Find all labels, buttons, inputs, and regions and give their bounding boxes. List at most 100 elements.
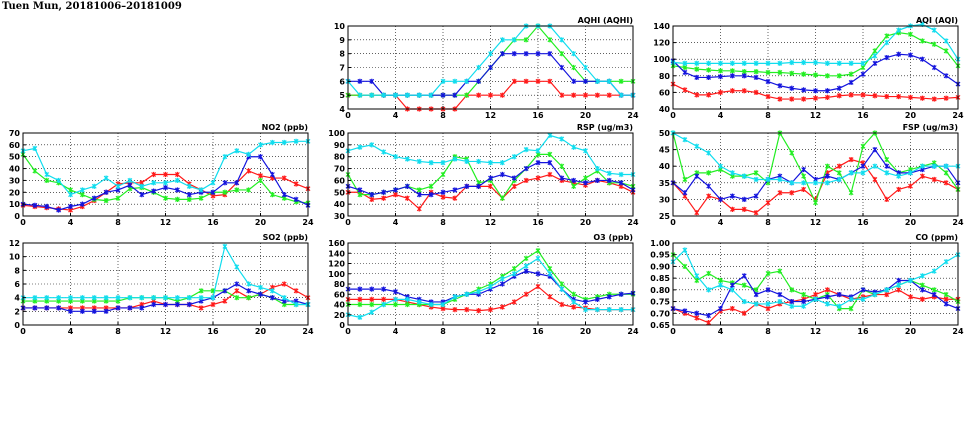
data-point — [860, 60, 866, 66]
data-point — [824, 294, 830, 300]
data-point — [765, 60, 771, 66]
y-tick-label: 50 — [9, 153, 21, 162]
data-point — [246, 168, 252, 174]
y-tick-label: 10 — [334, 22, 346, 31]
y-tick-label: 4 — [339, 105, 345, 114]
y-tick-label: 30 — [659, 195, 671, 204]
data-point — [943, 163, 949, 169]
x-tick-label: 24 — [302, 327, 314, 336]
y-tick-label: 10 — [9, 200, 21, 209]
data-point — [488, 183, 493, 189]
data-point — [258, 291, 263, 297]
data-point — [919, 287, 925, 293]
data-point — [404, 92, 410, 98]
data-point — [884, 291, 890, 298]
y-tick-label: 100 — [328, 129, 345, 138]
page-title: Tuen Mun, 20181006–20181009 — [2, 1, 182, 12]
data-point — [234, 180, 240, 186]
data-point — [753, 69, 759, 75]
data-point — [753, 193, 759, 199]
data-point — [440, 78, 446, 84]
data-point — [440, 160, 446, 166]
data-point — [476, 158, 482, 165]
data-point — [789, 303, 795, 309]
data-point — [765, 301, 771, 307]
data-point — [571, 177, 577, 184]
data-point — [919, 282, 925, 288]
x-tick-label: 20 — [905, 111, 917, 120]
data-point — [511, 266, 517, 272]
data-point — [801, 96, 807, 102]
data-point — [281, 192, 287, 198]
data-point — [535, 148, 541, 154]
data-point — [369, 196, 375, 202]
data-point — [571, 304, 577, 310]
data-point — [523, 165, 529, 172]
data-point — [523, 255, 529, 261]
data-point — [559, 64, 565, 71]
x-tick-label: 16 — [532, 218, 544, 227]
data-point — [139, 305, 145, 311]
data-point — [499, 304, 505, 310]
data-point — [151, 180, 157, 186]
y-tick-label: 120 — [328, 260, 345, 269]
x-tick-label: 4 — [393, 327, 399, 336]
data-point — [931, 291, 937, 298]
data-point — [931, 27, 937, 33]
x-tick-label: 12 — [810, 111, 821, 120]
data-point — [765, 69, 771, 76]
x-tick-label: 24 — [627, 327, 639, 336]
data-point — [523, 37, 529, 43]
x-tick-label: 20 — [580, 111, 592, 120]
data-point — [198, 288, 204, 294]
y-tick-label: 6 — [14, 280, 20, 289]
x-tick-label: 0 — [20, 218, 26, 227]
data-point — [884, 40, 890, 46]
data-point — [523, 177, 529, 184]
data-point — [222, 298, 228, 304]
data-point — [547, 171, 553, 178]
data-point — [753, 176, 759, 183]
data-point — [127, 305, 133, 311]
data-point — [919, 95, 925, 101]
y-tick-label: 140 — [653, 22, 670, 31]
y-tick-label: 4 — [14, 294, 20, 303]
data-point — [706, 287, 712, 293]
data-point — [103, 175, 109, 181]
data-point — [535, 160, 541, 166]
data-point — [813, 291, 818, 298]
data-point — [884, 287, 890, 293]
y-tick-label: 40 — [659, 162, 671, 171]
x-tick-label: 24 — [627, 111, 639, 120]
data-point — [824, 88, 830, 94]
x-tick-label: 16 — [532, 111, 544, 120]
x-tick-label: 0 — [20, 327, 26, 336]
x-tick-label: 8 — [115, 218, 121, 227]
data-point — [452, 307, 458, 313]
data-point — [258, 142, 263, 148]
data-point — [594, 92, 600, 98]
data-point — [682, 87, 688, 93]
data-point — [198, 305, 204, 311]
data-point — [281, 281, 287, 287]
y-tick-label: 0.80 — [650, 286, 670, 295]
data-point — [79, 192, 85, 198]
data-point — [836, 163, 842, 169]
data-point — [860, 143, 866, 149]
data-point — [234, 295, 240, 301]
x-tick-label: 24 — [627, 218, 639, 227]
data-point — [476, 92, 482, 98]
data-point — [741, 282, 747, 288]
data-point — [706, 92, 712, 98]
data-point — [499, 51, 505, 57]
data-point — [281, 175, 287, 181]
data-point — [765, 270, 771, 277]
data-point — [765, 176, 771, 183]
series-line-day2 — [348, 25, 633, 96]
data-point — [269, 139, 275, 146]
data-point — [594, 307, 600, 313]
data-point — [896, 173, 902, 179]
data-point — [848, 92, 854, 98]
data-point — [559, 175, 565, 181]
data-point — [547, 37, 553, 43]
